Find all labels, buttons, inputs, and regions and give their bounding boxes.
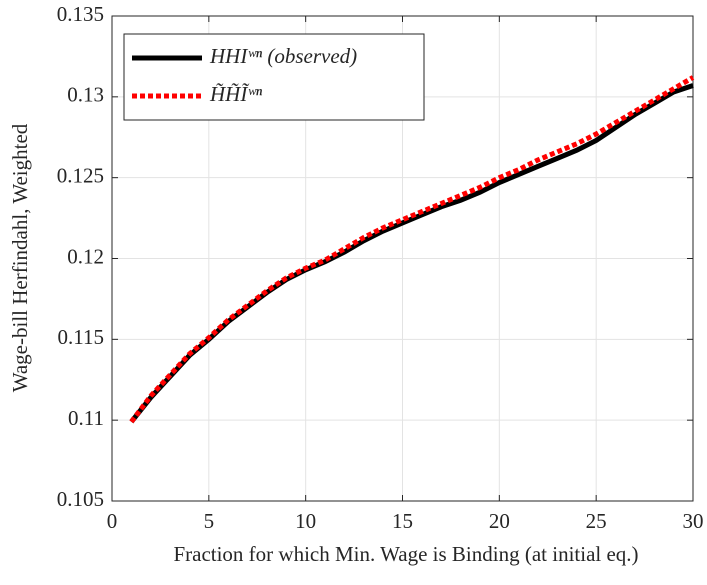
x-tick-label: 10 xyxy=(295,509,316,533)
x-tick-label: 0 xyxy=(107,509,118,533)
series-line xyxy=(129,83,694,424)
y-tick-label: 0.11 xyxy=(68,406,104,430)
y-tick-label: 0.115 xyxy=(58,325,104,349)
legend-label: H̃H̃Ĩʷⁿ xyxy=(209,82,262,106)
legend-label: HHIʷⁿ (observed) xyxy=(209,44,357,68)
series-line xyxy=(129,75,695,424)
y-tick-label: 0.105 xyxy=(57,487,104,511)
x-tick-label: 20 xyxy=(489,509,510,533)
y-tick-label: 0.125 xyxy=(57,163,104,187)
y-tick-label: 0.13 xyxy=(67,83,104,107)
x-tick-label: 30 xyxy=(683,509,704,533)
legend-box xyxy=(123,33,425,121)
x-axis-label: Fraction for which Min. Wage is Binding … xyxy=(173,542,638,566)
y-axis-label: Wage-bill Herfindahl, Weighted xyxy=(8,123,32,392)
x-tick-label: 5 xyxy=(204,509,215,533)
x-tick-label: 25 xyxy=(586,509,607,533)
x-tick-label: 15 xyxy=(392,509,413,533)
y-tick-label: 0.135 xyxy=(57,2,104,26)
plot-frame xyxy=(111,15,694,502)
y-tick-label: 0.12 xyxy=(67,244,104,268)
